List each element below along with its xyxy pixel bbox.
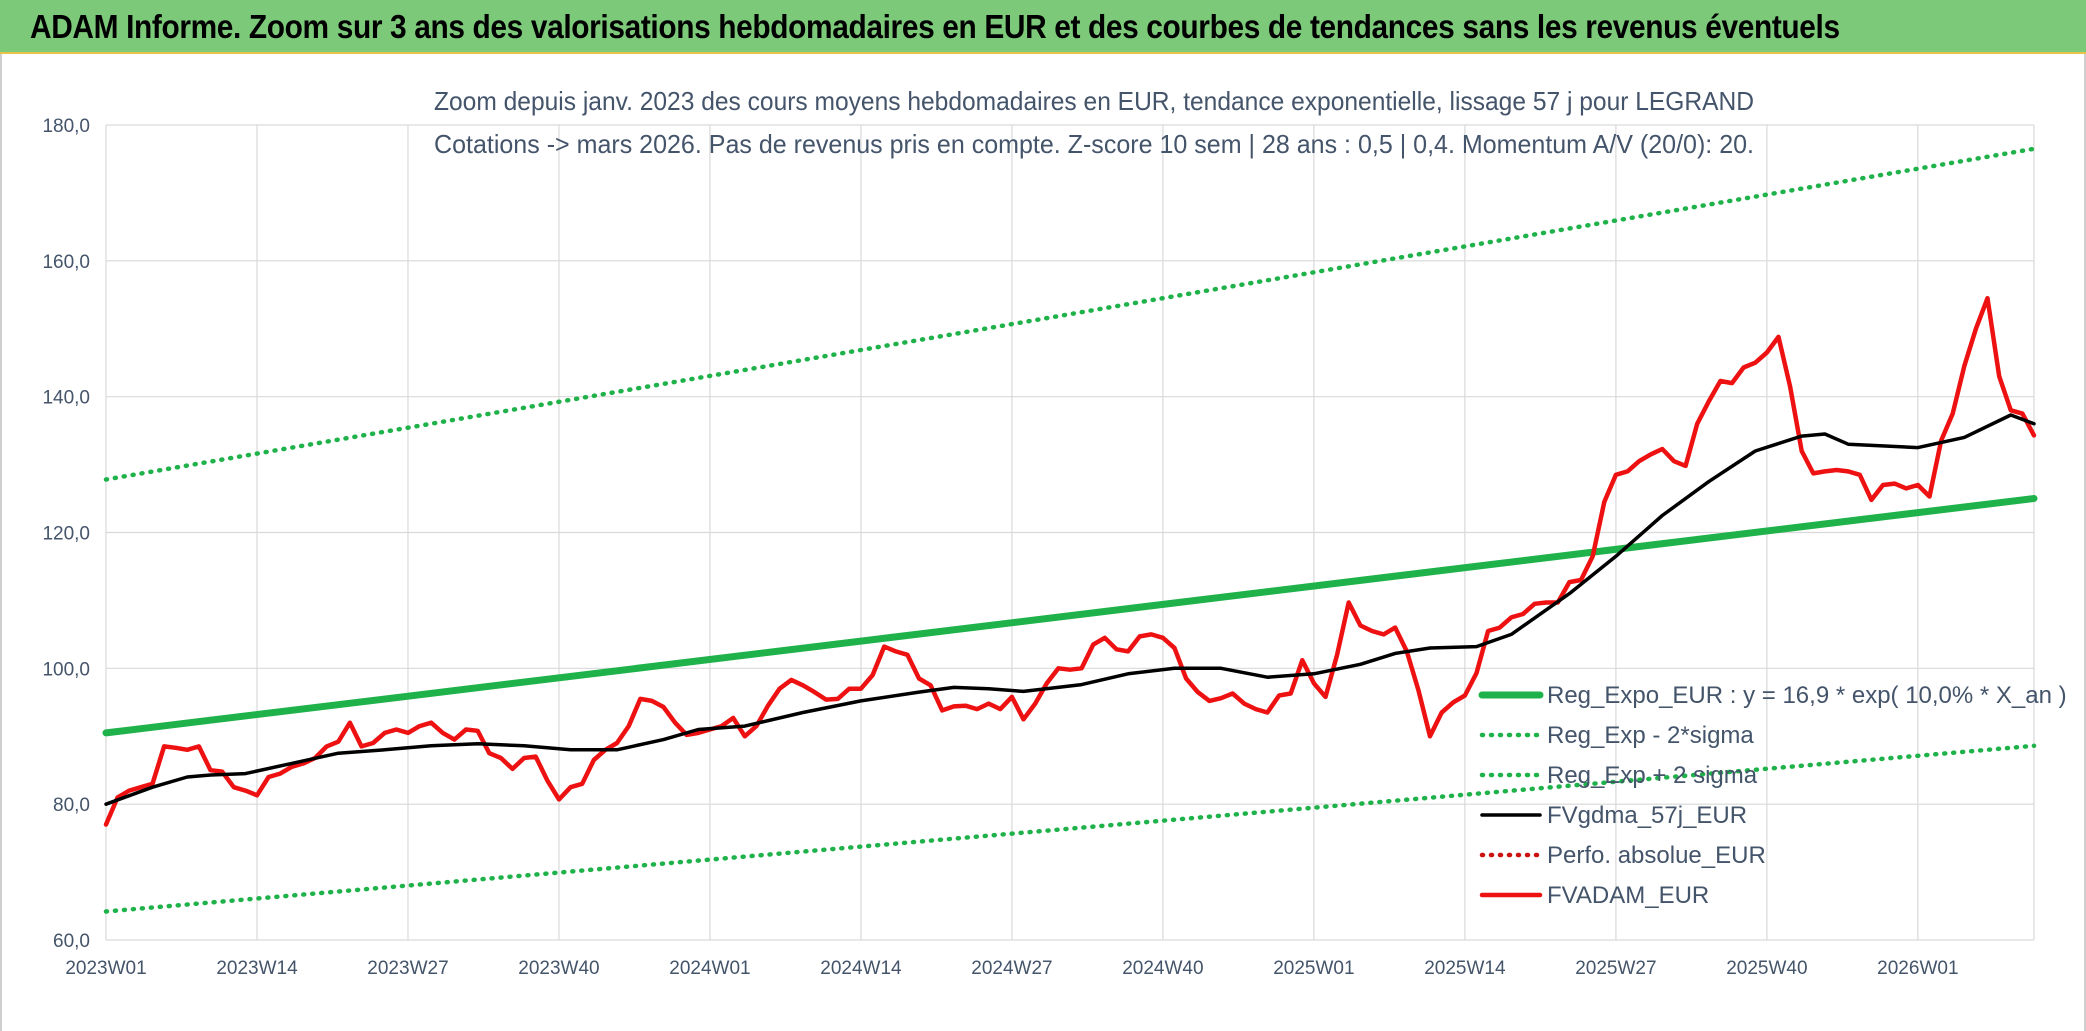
legend-label: Reg_Exp - 2*sigma (1547, 722, 1754, 749)
x-tick-label: 2025W01 (1273, 958, 1354, 979)
legend-label: FVADAM_EUR (1547, 882, 1709, 909)
y-tick-label: 100,0 (42, 659, 90, 680)
report-banner: ADAM Informe. Zoom sur 3 ans des valoris… (0, 0, 2086, 54)
y-axis-ticks: 60,0 80,0 100,0 120,0 140,0 160,0 180,0 (42, 116, 90, 952)
chart-title: Zoom depuis janv. 2023 des cours moyens … (434, 86, 1754, 116)
x-tick-label: 2023W14 (216, 958, 298, 979)
y-tick-label: 120,0 (42, 524, 90, 545)
chart-subtitle: Cotations -> mars 2026. Pas de revenus p… (434, 129, 1754, 159)
chart-frame: 60,0 80,0 100,0 120,0 140,0 160,0 180,0 2023W0… (0, 54, 2086, 1031)
chart-legend: Reg_Expo_EUR : y = 16,9 * exp( 10,0% * X… (1478, 682, 2067, 909)
x-tick-label: 2023W27 (367, 958, 448, 979)
x-tick-label: 2025W40 (1726, 958, 1807, 979)
legend-label: Reg_Expo_EUR : y = 16,9 * exp( 10,0% * X… (1547, 682, 2067, 709)
x-tick-label: 2024W40 (1122, 958, 1203, 979)
x-tick-label: 2025W27 (1575, 958, 1656, 979)
series-line (103, 146, 2037, 482)
chart-series (102, 146, 2038, 914)
legend-label: Reg_Exp + 2 sigma (1547, 762, 1758, 789)
series-line (103, 743, 2037, 914)
x-tick-label: 2026W01 (1877, 958, 1958, 979)
x-tick-label: 2024W14 (820, 958, 902, 979)
y-tick-label: 140,0 (42, 388, 90, 409)
y-tick-label: 60,0 (53, 931, 90, 952)
x-axis-ticks: 2023W01 2023W14 2023W27 2023W40 2024W01 2024W… (65, 958, 1958, 979)
series-line (104, 413, 2036, 806)
legend-label: FVgdma_57j_EUR (1547, 802, 1747, 829)
series-line (102, 495, 2038, 737)
y-tick-label: 180,0 (42, 116, 90, 137)
line-chart: 60,0 80,0 100,0 120,0 140,0 160,0 180,0 2023W0… (42, 86, 2067, 979)
series-line (103, 295, 2037, 827)
y-tick-label: 80,0 (53, 795, 90, 816)
x-tick-label: 2024W27 (971, 958, 1052, 979)
y-tick-label: 160,0 (42, 252, 90, 273)
x-tick-label: 2024W01 (669, 958, 750, 979)
legend-label: Perfo. absolue_EUR (1547, 842, 1766, 869)
x-tick-label: 2023W01 (65, 958, 146, 979)
x-tick-label: 2023W40 (518, 958, 599, 979)
x-tick-label: 2025W14 (1424, 958, 1506, 979)
chart-grid (105, 124, 2035, 941)
report-title: ADAM Informe. Zoom sur 3 ans des valoris… (30, 8, 1840, 45)
